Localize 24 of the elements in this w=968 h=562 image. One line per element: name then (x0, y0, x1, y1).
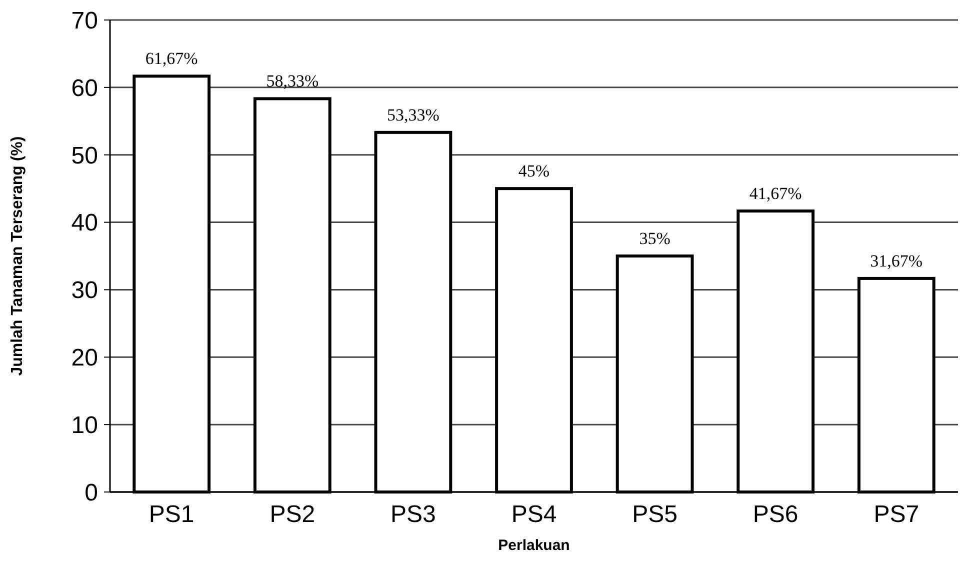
data-label: 61,67% (145, 49, 198, 68)
y-tick-label: 40 (71, 210, 98, 237)
data-label: 53,33% (386, 105, 440, 124)
data-label: 31,67% (870, 251, 923, 270)
data-label: 58,33% (266, 72, 319, 91)
data-label: 45% (518, 162, 550, 181)
y-axis-title: Jumlah Tanaman Terserang (%) (9, 136, 26, 376)
x-tick-label: PS3 (390, 501, 436, 528)
x-tick-label: PS2 (270, 501, 316, 528)
x-tick-label: PS1 (148, 501, 194, 528)
y-tick-label: 20 (71, 344, 98, 372)
x-tick-label: PS7 (874, 501, 920, 528)
y-tick-label: 0 (84, 479, 98, 506)
x-tick-label: PS5 (632, 501, 678, 528)
x-axis-title: Perlakuan (498, 537, 570, 554)
x-tick-label: PS4 (511, 501, 557, 528)
data-label: 41,67% (749, 184, 802, 204)
y-tick-label: 70 (71, 7, 98, 34)
y-tick-label: 50 (71, 142, 98, 170)
y-tick-label: 60 (71, 74, 98, 102)
y-tick-label: 10 (71, 412, 98, 439)
y-tick-label: 30 (71, 277, 98, 304)
x-tick-label: PS6 (752, 501, 798, 528)
data-label: 35% (639, 229, 670, 248)
